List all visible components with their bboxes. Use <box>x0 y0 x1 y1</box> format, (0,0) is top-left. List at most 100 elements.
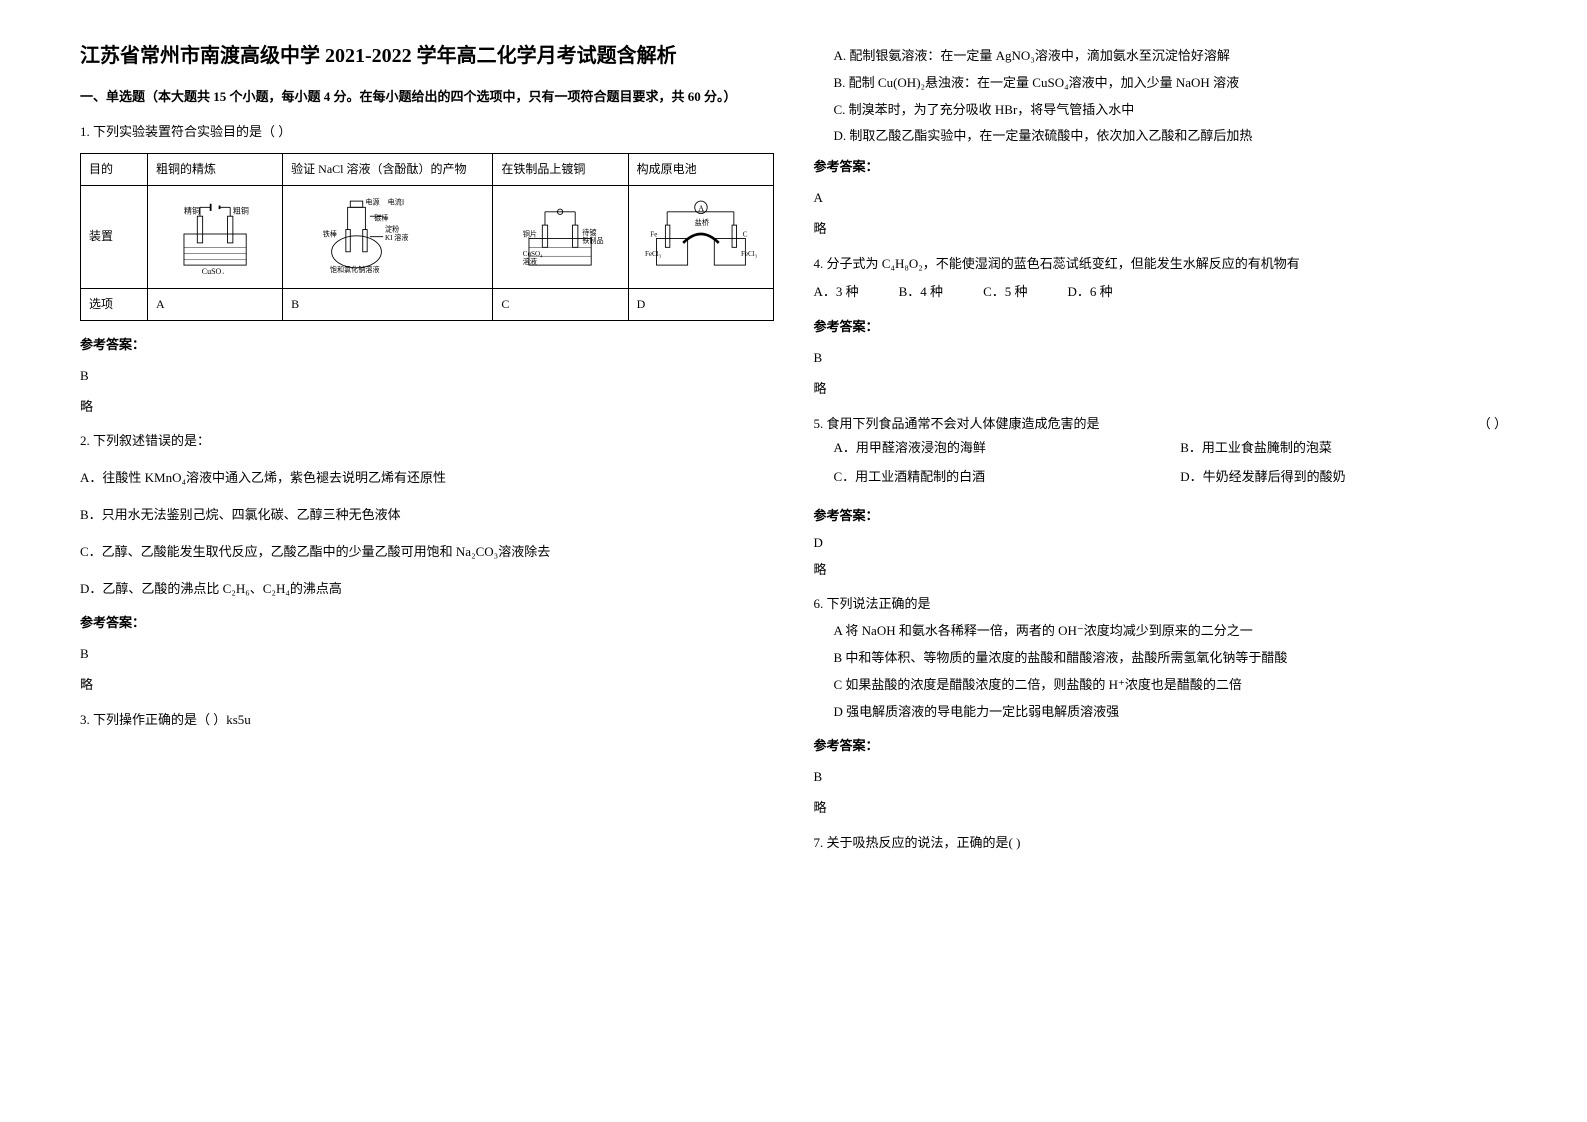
cell-purpose: 粗铜的精炼 <box>148 153 283 185</box>
q4-answer: B <box>814 348 1508 369</box>
q6-b: B 中和等体积、等物质的量浓度的盐酸和醋酸溶液，盐酸所需氢氧化钠等于醋酸 <box>814 648 1508 669</box>
q4-a: A．3 种 <box>814 282 859 303</box>
label-fecl3l: FeCl₃ <box>645 250 662 258</box>
cell-opt: A <box>148 288 283 320</box>
label-tanbang: 碳棒 <box>374 213 388 222</box>
answer-label: 参考答案： <box>814 506 1508 527</box>
cell-opt: C <box>493 288 628 320</box>
q7-text: 7. 关于吸热反应的说法，正确的是( ) <box>814 833 1508 854</box>
q2-answer: B <box>80 644 774 665</box>
device-c: 铜片 待镀 铁制品 CuSO₄ 溶液 <box>493 185 628 288</box>
answer-label: 参考答案： <box>80 335 774 356</box>
q2-b: B．只用水无法鉴别己烷、四氯化碳、乙醇三种无色液体 <box>80 505 774 526</box>
q6-answer: B <box>814 767 1508 788</box>
label-daidu1: 待镀 <box>583 228 597 237</box>
cell-purpose: 在铁制品上镀铜 <box>493 153 628 185</box>
device-d-svg: A 盐桥 Fe C FeCl₃ FeCl₃ <box>637 194 765 274</box>
q2-c: C．乙醇、乙酸能发生取代反应，乙酸乙酯中的少量乙酸可用饱和 Na₂CO₃溶液除去 <box>80 542 774 563</box>
q1-text: 1. 下列实验装置符合实验目的是（ ） <box>80 122 774 143</box>
cell-purpose: 构成原电池 <box>628 153 773 185</box>
q5-paren: （ ） <box>1478 414 1507 435</box>
q6-text: 6. 下列说法正确的是 <box>814 594 1508 615</box>
q3-text: 3. 下列操作正确的是（ ）ks5u <box>80 710 774 731</box>
q5-text: 5. 食用下列食品通常不会对人体健康造成危害的是 <box>814 414 1100 435</box>
q6-note: 略 <box>814 798 1508 819</box>
q1-note: 略 <box>80 397 774 418</box>
cell-purpose: 验证 NaCl 溶液（含酚酞）的产物 <box>283 153 493 185</box>
q3-d: D. 制取乙酸乙酯实验中，在一定量浓硫酸中，依次加入乙酸和乙醇后加热 <box>814 126 1508 147</box>
answer-label: 参考答案： <box>814 317 1508 338</box>
q5-answer: D <box>814 533 1508 554</box>
device-a: 精铜 粗铜 CuSO₄ <box>148 185 283 288</box>
q3-c: C. 制溴苯时，为了充分吸收 HBr，将导气管插入水中 <box>814 100 1508 121</box>
label-fecl3r: FeCl₃ <box>741 250 758 258</box>
q4-text: 4. 分子式为 C₄H₈O₂，不能使湿润的蓝色石蕊试纸变红，但能发生水解反应的有… <box>814 254 1508 275</box>
label-cuso4: CuSO₄ <box>202 267 225 274</box>
device-d: A 盐桥 Fe C FeCl₃ FeCl₃ <box>628 185 773 288</box>
device-b-svg: 电源 电流I 碳棒 铁棒 淀粉 KI 溶液 饱和氯化钠溶液 <box>291 194 484 274</box>
q3-b: B. 配制 Cu(OH)₂悬浊液：在一定量 CuSO₄溶液中，加入少量 NaOH… <box>814 73 1508 94</box>
table-row: 选项 A B C D <box>81 288 774 320</box>
q5-options: A．用甲醛溶液浸泡的海鲜 B．用工业食盐腌制的泡菜 C．用工业酒精配制的白酒 D… <box>814 434 1508 492</box>
q5-stem-row: 5. 食用下列食品通常不会对人体健康造成危害的是 （ ） <box>814 414 1508 435</box>
row-label: 目的 <box>81 153 148 185</box>
label-tiebang: 铁棒 <box>323 229 337 238</box>
label-fe: Fe <box>650 230 657 238</box>
label-jingtong: 精铜 <box>184 205 200 215</box>
device-b: 电源 电流I 碳棒 铁棒 淀粉 KI 溶液 饱和氯化钠溶液 <box>283 185 493 288</box>
q3-note: 略 <box>814 219 1508 240</box>
q4-options: A．3 种 B．4 种 C．5 种 D．6 种 <box>814 282 1508 303</box>
device-a-svg: 精铜 粗铜 CuSO₄ <box>156 194 274 274</box>
label-a: A <box>698 204 704 213</box>
label-dianfen: 淀粉 <box>385 224 399 233</box>
table-row: 目的 粗铜的精炼 验证 NaCl 溶液（含酚酞）的产物 在铁制品上镀铜 构成原电… <box>81 153 774 185</box>
q5-b: B．用工业食盐腌制的泡菜 <box>1160 438 1507 459</box>
q2-a: A．往酸性 KMnO₄溶液中通入乙烯，紫色褪去说明乙烯有还原性 <box>80 468 774 489</box>
question-1: 1. 下列实验装置符合实验目的是（ ） 目的 粗铜的精炼 验证 NaCl 溶液（… <box>80 122 774 321</box>
q1-answer: B <box>80 366 774 387</box>
q6-a: A 将 NaOH 和氨水各稀释一倍，两者的 OH⁻浓度均减少到原来的二分之一 <box>814 621 1508 642</box>
q2-note: 略 <box>80 675 774 696</box>
q1-table: 目的 粗铜的精炼 验证 NaCl 溶液（含酚酞）的产物 在铁制品上镀铜 构成原电… <box>80 153 774 321</box>
q5-note: 略 <box>814 560 1508 581</box>
q6-d: D 强电解质溶液的导电能力一定比弱电解质溶液强 <box>814 702 1508 723</box>
q3-a: A. 配制银氨溶液：在一定量 AgNO₃溶液中，滴加氨水至沉淀恰好溶解 <box>814 46 1508 67</box>
q4-c: C．5 种 <box>983 282 1027 303</box>
label-tongpian: 铜片 <box>523 229 537 238</box>
page-title: 江苏省常州市南渡高级中学 2021-2022 学年高二化学月考试题含解析 <box>80 40 774 72</box>
question-7: 7. 关于吸热反应的说法，正确的是( ) <box>814 833 1508 854</box>
label-nacl: 饱和氯化钠溶液 <box>330 265 380 274</box>
device-c-svg: 铜片 待镀 铁制品 CuSO₄ 溶液 <box>501 194 619 274</box>
cell-opt: D <box>628 288 773 320</box>
q3-answer: A <box>814 188 1508 209</box>
answer-label: 参考答案： <box>814 157 1508 178</box>
q5-d: D．牛奶经发酵后得到的酸奶 <box>1160 467 1507 488</box>
label-ki: KI 溶液 <box>385 233 409 242</box>
label-cd: C <box>742 230 747 238</box>
label-daidu2: 铁制品 <box>583 236 604 245</box>
q5-a: A．用甲醛溶液浸泡的海鲜 <box>814 438 1161 459</box>
question-6: 6. 下列说法正确的是 A 将 NaOH 和氨水各稀释一倍，两者的 OH⁻浓度均… <box>814 594 1508 722</box>
q4-d: D．6 种 <box>1067 282 1112 303</box>
answer-label: 参考答案： <box>80 613 774 634</box>
q5-c: C．用工业酒精配制的白酒 <box>814 467 1161 488</box>
label-dianyuan: 电源 <box>366 197 380 206</box>
row-label: 装置 <box>81 185 148 288</box>
q6-c: C 如果盐酸的浓度是醋酸浓度的二倍，则盐酸的 H⁺浓度也是醋酸的二倍 <box>814 675 1508 696</box>
question-4: 4. 分子式为 C₄H₈O₂，不能使湿润的蓝色石蕊试纸变红，但能发生水解反应的有… <box>814 254 1508 304</box>
table-row: 装置 <box>81 185 774 288</box>
right-column: A. 配制银氨溶液：在一定量 AgNO₃溶液中，滴加氨水至沉淀恰好溶解 B. 配… <box>794 40 1528 1082</box>
cell-opt: B <box>283 288 493 320</box>
q4-b: B．4 种 <box>899 282 943 303</box>
q2-text: 2. 下列叙述错误的是： <box>80 431 774 452</box>
q2-d: D．乙醇、乙酸的沸点比 C₂H₆、C₂H₄的沸点高 <box>80 579 774 600</box>
label-cuso4c2: 溶液 <box>523 257 537 266</box>
left-column: 江苏省常州市南渡高级中学 2021-2022 学年高二化学月考试题含解析 一、单… <box>60 40 794 1082</box>
label-dianliu: 电流I <box>388 197 405 206</box>
q4-note: 略 <box>814 379 1508 400</box>
label-cuso4c1: CuSO₄ <box>523 250 543 258</box>
label-cutong: 粗铜 <box>233 205 249 215</box>
row-label: 选项 <box>81 288 148 320</box>
question-2: 2. 下列叙述错误的是： A．往酸性 KMnO₄溶液中通入乙烯，紫色褪去说明乙烯… <box>80 431 774 599</box>
label-yanqiao: 盐桥 <box>694 218 708 227</box>
